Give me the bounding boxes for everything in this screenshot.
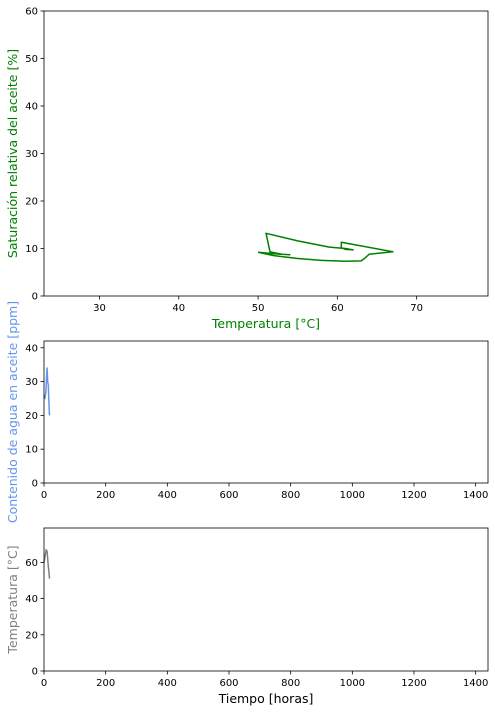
chart-2-x-tick-label: 1400: [463, 490, 488, 501]
chart-2-x-tick-label: 800: [281, 490, 300, 501]
chart-1-x-tick-label: 60: [331, 303, 344, 314]
chart-1-x-tick-label: 40: [172, 303, 185, 314]
chart-2-x-tick-label: 600: [219, 490, 238, 501]
chart-1-y-tick-label: 10: [25, 244, 38, 255]
chart-3-y-tick-label: 40: [25, 594, 38, 605]
chart-2-y-tick-label: 30: [25, 377, 38, 388]
chart-3-series-line-1: [43, 548, 51, 579]
chart-2-x-tick-label: 1000: [340, 490, 365, 501]
chart-1-x-axis-label: Temperatura [°C]: [211, 316, 320, 331]
chart-2-y-tick-label: 0: [32, 479, 38, 490]
chart-3-x-axis-label: Tiempo [horas]: [218, 691, 314, 706]
chart-1-x-tick-label: 30: [93, 303, 106, 314]
chart-2-x-tick-label: 400: [158, 490, 177, 501]
chart-3-x-tick-label: 600: [219, 678, 238, 689]
chart-1-y-tick-label: 30: [25, 149, 38, 160]
chart-1-y-tick-label: 0: [32, 292, 38, 303]
chart-2-x-tick-label: 200: [96, 490, 115, 501]
chart-1-y-axis-label: Saturación relativa del aceite [%]: [5, 49, 20, 258]
chart-3-x-tick-label: 1000: [340, 678, 365, 689]
chart-3-x-tick-label: 800: [281, 678, 300, 689]
chart-3-x-tick-label: 200: [96, 678, 115, 689]
chart-1-y-tick-label: 20: [25, 197, 38, 208]
chart-3-x-tick-label: 0: [41, 678, 47, 689]
chart-2-y-tick-label: 20: [25, 411, 38, 422]
chart-2-y-axis-label: Contenido de agua en aceite [ppm]: [5, 301, 20, 523]
chart-2-axes-frame: [43, 340, 489, 484]
chart-1-y-tick-label: 40: [25, 102, 38, 113]
chart-3-x-tick-label: 400: [158, 678, 177, 689]
chart-1-y-tick-label: 50: [25, 54, 38, 65]
chart-2-x-tick-label: 0: [41, 490, 47, 501]
chart-3-axes-frame: [43, 527, 489, 672]
chart-2-x-tick-label: 1200: [401, 490, 426, 501]
chart-2-series-line-1: [43, 367, 51, 416]
chart-3-x-tick-label: 1400: [463, 678, 488, 689]
chart-3-y-tick-label: 60: [25, 558, 38, 569]
chart-2-y-tick-label: 10: [25, 445, 38, 456]
chart-3-x-tick-label: 1200: [401, 678, 426, 689]
chart-3-y-tick-label: 20: [25, 630, 38, 641]
chart-3-y-axis-label: Temperatura [°C]: [5, 545, 20, 654]
chart-2-y-tick-label: 40: [25, 343, 38, 354]
chart-1-x-tick-label: 70: [410, 303, 423, 314]
chart-1-x-tick-label: 50: [252, 303, 265, 314]
chart-3-y-tick-label: 0: [32, 667, 38, 678]
chart-1-y-tick-label: 60: [25, 7, 38, 18]
chart-1-series-line-1: [257, 232, 394, 263]
